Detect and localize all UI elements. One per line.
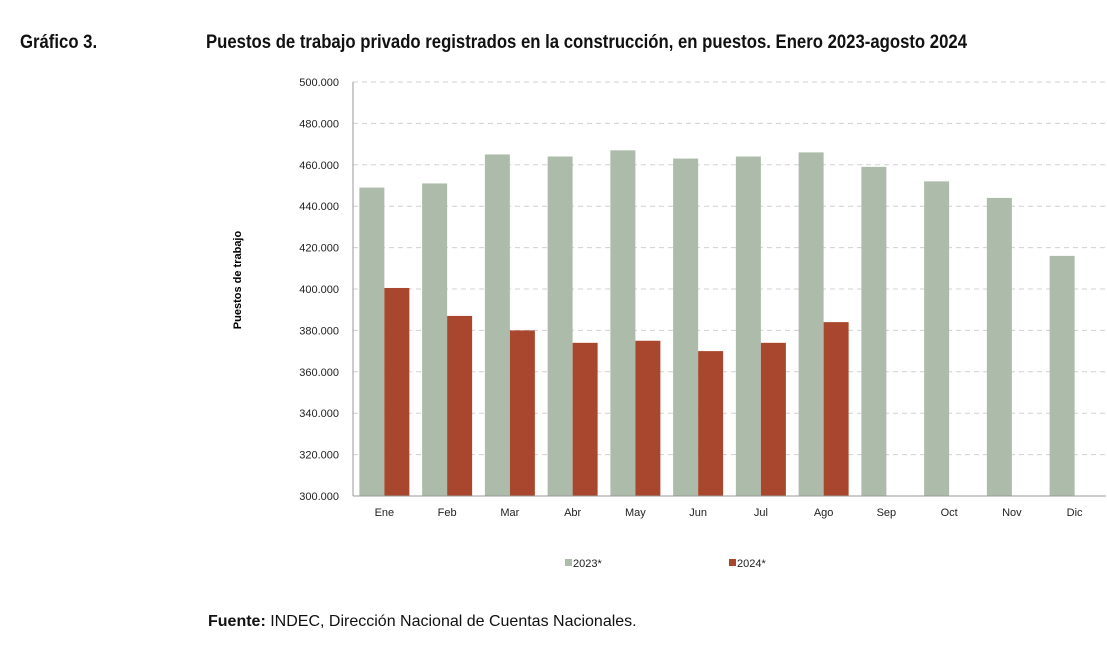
x-tick-label: Nov [1002,507,1022,519]
x-tick-label: Ago [814,507,834,519]
y-tick-label: 480.000 [299,118,339,130]
bar-2024-Mar [509,330,535,496]
x-tick-label: Sep [877,507,897,519]
bar-2023-Jul [735,156,761,496]
y-tick-label: 440.000 [299,201,339,213]
source-note: Fuente: INDEC, Dirección Nacional de Cue… [208,613,637,631]
bar-2023-Nov [986,197,1012,497]
source-text: INDEC, Dirección Nacional de Cuentas Nac… [265,613,637,630]
x-tick-label: Jun [689,507,707,519]
bar-2023-Oct [924,181,950,497]
bar-2023-Abr [547,156,573,496]
bar-2023-Mar [484,154,510,496]
bar-2024-Feb [447,315,473,496]
y-tick-label: 420.000 [299,243,339,255]
legend-label: 2023* [573,558,602,570]
bar-2024-Jun [698,351,724,496]
bar-2023-Feb [422,183,448,496]
x-tick-label: Oct [941,507,958,519]
y-tick-label: 360.000 [299,367,339,379]
figure-label: Gráfico 3. [20,32,98,53]
y-tick-label: 320.000 [299,450,339,462]
y-tick-label: 460.000 [299,160,339,172]
y-tick-label: 300.000 [299,491,339,503]
y-tick-label: 380.000 [299,325,339,337]
legend-swatch [729,559,736,566]
bar-2023-Jun [673,158,699,496]
x-tick-label: Feb [438,507,457,519]
bar-2024-Ago [823,322,849,496]
x-tick-label: Ene [375,507,395,519]
x-tick-label: Mar [500,507,519,519]
bar-2024-Jul [760,342,786,496]
bar-2024-Abr [572,342,598,496]
bar-2024-Ene [384,287,410,496]
bar-2023-Sep [861,166,887,496]
bar-2023-Dic [1049,255,1075,496]
bar-2023-Ene [359,187,385,496]
bar-2024-May [635,340,661,496]
x-tick-label: Abr [564,507,581,519]
x-tick-label: Jul [754,507,768,519]
x-tick-label: May [625,507,646,519]
legend-label: 2024* [737,558,766,570]
bar-2023-Ago [798,152,824,496]
y-axis-label: Puestos de trabajo [232,231,244,330]
legend-swatch [565,559,572,566]
y-tick-label: 340.000 [299,408,339,420]
x-tick-label: Dic [1067,507,1083,519]
chart-title: Puestos de trabajo privado registrados e… [206,32,967,53]
y-tick-label: 400.000 [299,284,339,296]
source-prefix: Fuente: [208,613,266,630]
y-tick-label: 500.000 [299,77,339,89]
bar-2023-May [610,150,636,496]
